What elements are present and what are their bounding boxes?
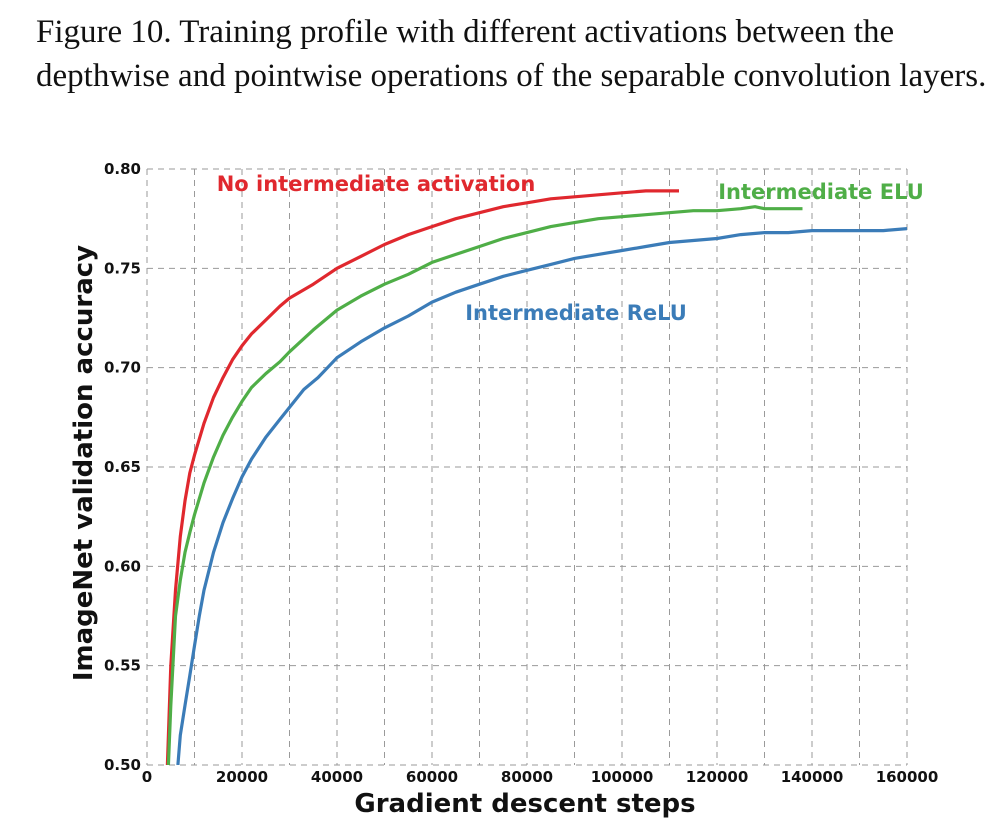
series-label-no-intermediate-activation: No intermediate activation [217, 172, 536, 196]
x-tick-label: 160000 [876, 768, 939, 786]
y-tick-label: 0.70 [104, 359, 141, 377]
series-line-intermediate-relu [176, 227, 907, 765]
y-tick-label: 0.50 [104, 756, 141, 774]
y-tick-label: 0.55 [104, 657, 141, 675]
x-tick-label: 20000 [216, 768, 268, 786]
chart-series [165, 189, 907, 765]
series-line-no-intermediate-activation [165, 189, 679, 765]
chart-series-labels: No intermediate activation Intermediate E… [217, 172, 924, 325]
x-tick-label: 140000 [781, 768, 844, 786]
x-tick-label: 120000 [686, 768, 749, 786]
y-tick-label: 0.65 [104, 458, 141, 476]
x-tick-label: 0 [142, 768, 152, 786]
chart-grid [146, 168, 908, 766]
x-tick-label: 60000 [406, 768, 458, 786]
y-tick-label: 0.60 [104, 557, 141, 575]
y-tick-label: 0.80 [104, 160, 141, 178]
x-tick-label: 40000 [311, 768, 363, 786]
y-axis-label: ImageNet validation accuracy [69, 245, 99, 681]
series-label-intermediate-relu: Intermediate ReLU [465, 301, 687, 325]
x-tick-label: 80000 [501, 768, 553, 786]
y-tick-label: 0.75 [104, 259, 141, 277]
series-line-intermediate-elu [166, 205, 803, 765]
x-axis-label: Gradient descent steps [354, 789, 695, 819]
x-tick-label: 100000 [591, 768, 654, 786]
chart-ticks: 0 20000 40000 60000 80000 100000 120000 140000 1… [104, 160, 938, 786]
series-label-intermediate-elu: Intermediate ELU [718, 180, 924, 204]
figure-caption: Figure 10. Training profile with differe… [36, 14, 987, 94]
